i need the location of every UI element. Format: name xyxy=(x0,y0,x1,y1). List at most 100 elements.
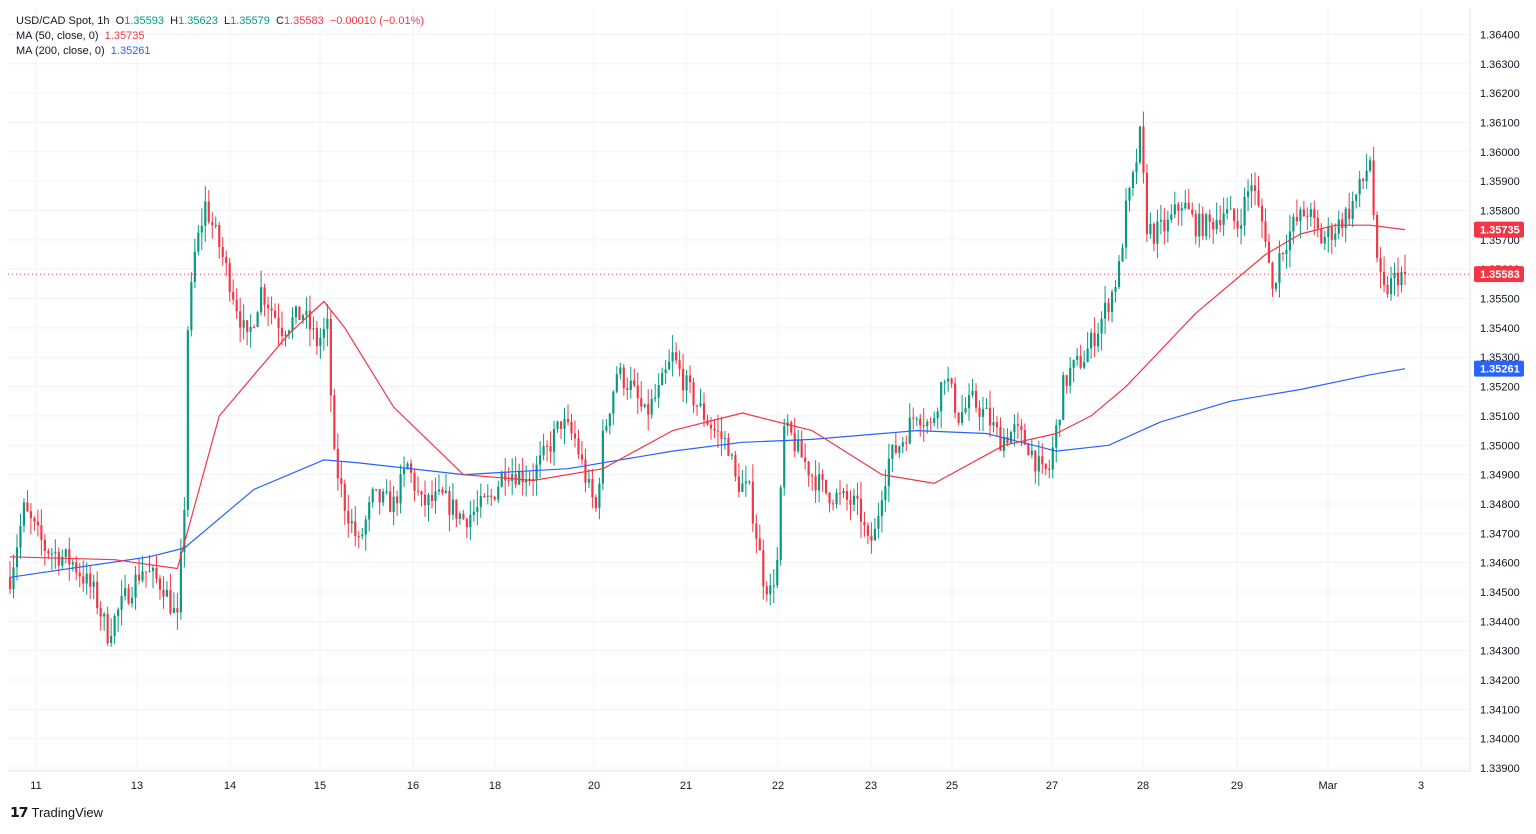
candle-body-down xyxy=(734,454,737,477)
candle-body-down xyxy=(1152,223,1155,244)
candle-body-down xyxy=(532,478,535,481)
candle-body-up xyxy=(190,282,193,331)
candle-body-down xyxy=(950,378,953,384)
candle-body-up xyxy=(1058,419,1061,426)
candle-body-down xyxy=(1372,160,1375,215)
candle-body-down xyxy=(253,326,256,328)
candle-body-down xyxy=(1386,284,1389,295)
y-tick-label: 1.36200 xyxy=(1480,88,1520,100)
candle-body-down xyxy=(807,461,810,476)
candle-body-up xyxy=(486,495,489,497)
candle-body-down xyxy=(866,525,870,536)
candle-body-up xyxy=(399,474,402,504)
candle-body-up xyxy=(933,418,936,423)
chart-legend: USD/CAD Spot, 1h O1.35593 H1.35623 L1.35… xyxy=(16,14,424,59)
y-tick-label: 1.35500 xyxy=(1480,294,1520,306)
candle-body-up xyxy=(479,496,482,508)
candle-body-down xyxy=(270,308,273,311)
candle-body-up xyxy=(1097,333,1100,347)
y-tick-label: 1.34900 xyxy=(1480,470,1520,482)
candle-body-up xyxy=(1226,209,1229,214)
candle-body-down xyxy=(232,292,235,300)
candle-body-down xyxy=(490,495,493,498)
y-tick-label: 1.34800 xyxy=(1480,499,1520,511)
candle-body-down xyxy=(1187,202,1190,210)
candle-body-down xyxy=(315,328,318,347)
candle-body-up xyxy=(186,330,189,510)
candle-body-up xyxy=(535,464,538,481)
candle-body-down xyxy=(1041,456,1044,465)
candle-body-up xyxy=(539,455,542,465)
candle-body-up xyxy=(50,553,53,555)
candle-body-down xyxy=(545,445,549,447)
candle-body-up xyxy=(117,609,120,616)
x-tick-label: 11 xyxy=(30,780,41,792)
candle-body-up xyxy=(615,374,618,392)
candle-body-down xyxy=(758,538,761,551)
price-label-text: 1.35261 xyxy=(1480,364,1520,376)
candle-body-up xyxy=(1365,170,1368,182)
candle-body-down xyxy=(89,573,92,587)
candle-body-down xyxy=(727,438,730,456)
candle-body-down xyxy=(1079,355,1082,368)
candle-body-down xyxy=(1016,424,1019,426)
candle-body-up xyxy=(1355,194,1358,201)
candle-body-up xyxy=(1051,447,1054,470)
candle-body-down xyxy=(340,478,343,484)
candle-body-up xyxy=(134,574,137,598)
candle-body-up xyxy=(1240,225,1243,229)
candle-body-up xyxy=(1400,272,1403,286)
y-tick-label: 1.34300 xyxy=(1480,646,1520,658)
candle-body-down xyxy=(957,412,960,423)
ma200-row: MA (200, close, 0) 1.35261 xyxy=(16,44,424,59)
candle-body-down xyxy=(343,483,346,511)
y-tick-label: 1.34600 xyxy=(1480,558,1520,570)
candle-body-down xyxy=(824,479,828,494)
candle-body-down xyxy=(636,385,639,399)
tradingview-brand[interactable]: 𝟭𝟳 TradingView xyxy=(10,804,103,821)
candle-body-up xyxy=(1124,200,1128,248)
candle-body-up xyxy=(85,573,88,584)
candle-body-up xyxy=(518,471,521,485)
candle-body-down xyxy=(158,578,162,590)
candle-body-up xyxy=(619,367,622,375)
candle-body-up xyxy=(1173,204,1176,215)
candle-body-up xyxy=(601,430,604,484)
candle-body-up xyxy=(451,499,454,515)
candle-body-down xyxy=(8,577,12,590)
candle-body-up xyxy=(301,315,305,321)
candle-body-up xyxy=(1135,162,1138,173)
candle-body-up xyxy=(364,519,367,535)
candle-body-down xyxy=(1145,172,1149,235)
close-label: C xyxy=(275,15,284,27)
candle-body-down xyxy=(521,471,524,483)
ma50-line xyxy=(9,224,1406,570)
candle-body-down xyxy=(298,306,301,321)
candle-body-down xyxy=(40,525,43,540)
candle-body-down xyxy=(954,383,957,413)
candle-body-down xyxy=(828,493,831,504)
candle-body-down xyxy=(1341,219,1344,229)
candle-body-down xyxy=(483,496,486,498)
open-label: O xyxy=(115,15,125,27)
price-label-text: 1.35583 xyxy=(1480,269,1520,281)
candle-body-down xyxy=(912,417,915,419)
candle-body-down xyxy=(36,521,39,526)
candle-body-up xyxy=(1090,332,1093,349)
candle-body-up xyxy=(967,395,971,409)
candle-body-down xyxy=(277,317,280,328)
candle-body-down xyxy=(811,475,814,477)
candle-body-down xyxy=(396,496,399,504)
candle-body-up xyxy=(1149,223,1152,235)
candle-body-down xyxy=(336,448,339,479)
candle-body-up xyxy=(1013,424,1016,433)
candle-body-down xyxy=(702,403,706,420)
x-tick-label: 18 xyxy=(489,780,501,792)
candle-body-down xyxy=(1376,214,1379,258)
candle-body-down xyxy=(856,495,859,499)
candle-body-up xyxy=(1344,208,1347,229)
x-tick-label: 29 xyxy=(1231,780,1243,792)
candle-body-up xyxy=(1055,425,1058,448)
